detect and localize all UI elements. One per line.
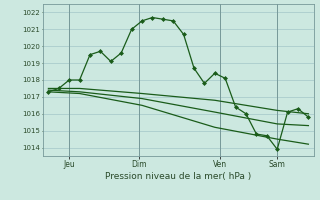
X-axis label: Pression niveau de la mer( hPa ): Pression niveau de la mer( hPa ) [105,172,252,181]
